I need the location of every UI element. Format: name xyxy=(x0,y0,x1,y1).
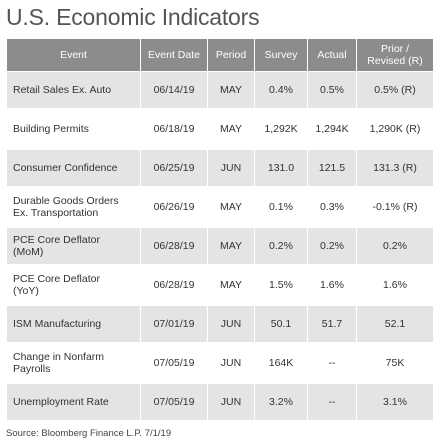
table-row: Building Permits 06/18/19 MAY 1,292K 1,2… xyxy=(7,109,433,149)
event-name-line1: Consumer Confidence xyxy=(13,162,118,174)
table-row: ISM Manufacturing 07/01/19 JUN 50.1 51.7… xyxy=(7,306,433,342)
prior-revised-cell: 131.3 (R) xyxy=(357,150,433,186)
actual-cell: -- xyxy=(308,384,356,420)
event-name-line1: PCE Core Deflator xyxy=(13,234,100,246)
event-cell: Retail Sales Ex. Auto xyxy=(7,72,140,108)
column-header-survey: Survey xyxy=(255,39,307,71)
prior-revised-cell: 1.6% xyxy=(357,265,433,305)
event-name-line1: Retail Sales Ex. Auto xyxy=(13,84,112,96)
table-row: Consumer Confidence 06/25/19 JUN 131.0 1… xyxy=(7,150,433,186)
column-header-period: Period xyxy=(208,39,254,71)
table-row: Durable Goods Orders Ex. Transportation … xyxy=(7,187,433,227)
table-row: PCE Core Deflator (MoM) 06/28/19 MAY 0.2… xyxy=(7,228,433,264)
event-date-cell: 06/14/19 xyxy=(141,72,207,108)
actual-cell: 1,294K xyxy=(308,109,356,149)
period-cell: MAY xyxy=(208,228,254,264)
actual-cell: -- xyxy=(308,343,356,383)
prior-revised-cell: 0.2% xyxy=(357,228,433,264)
table-row: PCE Core Deflator (YoY) 06/28/19 MAY 1.5… xyxy=(7,265,433,305)
column-header-actual: Actual xyxy=(308,39,356,71)
table-row: Retail Sales Ex. Auto 06/14/19 MAY 0.4% … xyxy=(7,72,433,108)
event-name-line2: Ex. Transportation xyxy=(13,207,99,219)
survey-cell: 1,292K xyxy=(255,109,307,149)
event-date-cell: 06/28/19 xyxy=(141,265,207,305)
indicators-table: Event Event Date Period Survey Actual Pr… xyxy=(6,38,434,421)
period-cell: MAY xyxy=(208,72,254,108)
survey-cell: 0.1% xyxy=(255,187,307,227)
survey-cell: 3.2% xyxy=(255,384,307,420)
actual-cell: 1.6% xyxy=(308,265,356,305)
event-name-line1: Unemployment Rate xyxy=(13,396,109,408)
prior-revised-cell: 75K xyxy=(357,343,433,383)
event-date-cell: 06/18/19 xyxy=(141,109,207,149)
survey-cell: 50.1 xyxy=(255,306,307,342)
event-date-cell: 06/26/19 xyxy=(141,187,207,227)
prior-revised-cell: 52.1 xyxy=(357,306,433,342)
prior-revised-cell: -0.1% (R) xyxy=(357,187,433,227)
event-cell: PCE Core Deflator (YoY) xyxy=(7,265,140,305)
actual-cell: 121.5 xyxy=(308,150,356,186)
event-date-cell: 06/25/19 xyxy=(141,150,207,186)
period-cell: MAY xyxy=(208,187,254,227)
table-header-row: Event Event Date Period Survey Actual Pr… xyxy=(7,39,433,71)
event-date-cell: 06/28/19 xyxy=(141,228,207,264)
period-cell: JUN xyxy=(208,343,254,383)
event-date-cell: 07/01/19 xyxy=(141,306,207,342)
survey-cell: 0.4% xyxy=(255,72,307,108)
event-cell: PCE Core Deflator (MoM) xyxy=(7,228,140,264)
event-name-line1: Change in Nonfarm xyxy=(13,351,105,363)
period-cell: MAY xyxy=(208,265,254,305)
event-name-line1: Durable Goods Orders xyxy=(13,195,119,207)
event-name-line2: Payrolls xyxy=(13,363,51,375)
survey-cell: 0.2% xyxy=(255,228,307,264)
event-name-line1: ISM Manufacturing xyxy=(13,318,102,330)
actual-cell: 0.5% xyxy=(308,72,356,108)
prior-revised-cell: 0.5% (R) xyxy=(357,72,433,108)
event-name-line2: (MoM) xyxy=(13,246,44,258)
event-cell: Durable Goods Orders Ex. Transportation xyxy=(7,187,140,227)
event-cell: Unemployment Rate xyxy=(7,384,140,420)
event-cell: Consumer Confidence xyxy=(7,150,140,186)
period-cell: JUN xyxy=(208,384,254,420)
prior-revised-cell: 1,290K (R) xyxy=(357,109,433,149)
survey-cell: 131.0 xyxy=(255,150,307,186)
column-header-event: Event xyxy=(7,39,140,71)
source-note: Source: Bloomberg Finance L.P. 7/1/19 xyxy=(6,428,172,439)
prior-header-line2: Revised (R) xyxy=(367,55,423,67)
table-row: Change in Nonfarm Payrolls 07/05/19 JUN … xyxy=(7,343,433,383)
prior-revised-cell: 3.1% xyxy=(357,384,433,420)
event-cell: ISM Manufacturing xyxy=(7,306,140,342)
event-cell: Change in Nonfarm Payrolls xyxy=(7,343,140,383)
event-date-cell: 07/05/19 xyxy=(141,384,207,420)
event-date-cell: 07/05/19 xyxy=(141,343,207,383)
event-name-line2: (YoY) xyxy=(13,285,39,297)
survey-cell: 164K xyxy=(255,343,307,383)
period-cell: JUN xyxy=(208,306,254,342)
table-row: Unemployment Rate 07/05/19 JUN 3.2% -- 3… xyxy=(7,384,433,420)
prior-header-line1: Prior / xyxy=(380,43,409,55)
event-name-line1: PCE Core Deflator xyxy=(13,273,100,285)
column-header-prior-revised: Prior / Revised (R) xyxy=(357,39,433,71)
page-title: U.S. Economic Indicators xyxy=(6,4,260,30)
actual-cell: 0.2% xyxy=(308,228,356,264)
actual-cell: 0.3% xyxy=(308,187,356,227)
actual-cell: 51.7 xyxy=(308,306,356,342)
event-cell: Building Permits xyxy=(7,109,140,149)
survey-cell: 1.5% xyxy=(255,265,307,305)
period-cell: JUN xyxy=(208,150,254,186)
event-name-line1: Building Permits xyxy=(13,123,89,135)
period-cell: MAY xyxy=(208,109,254,149)
column-header-event-date: Event Date xyxy=(141,39,207,71)
